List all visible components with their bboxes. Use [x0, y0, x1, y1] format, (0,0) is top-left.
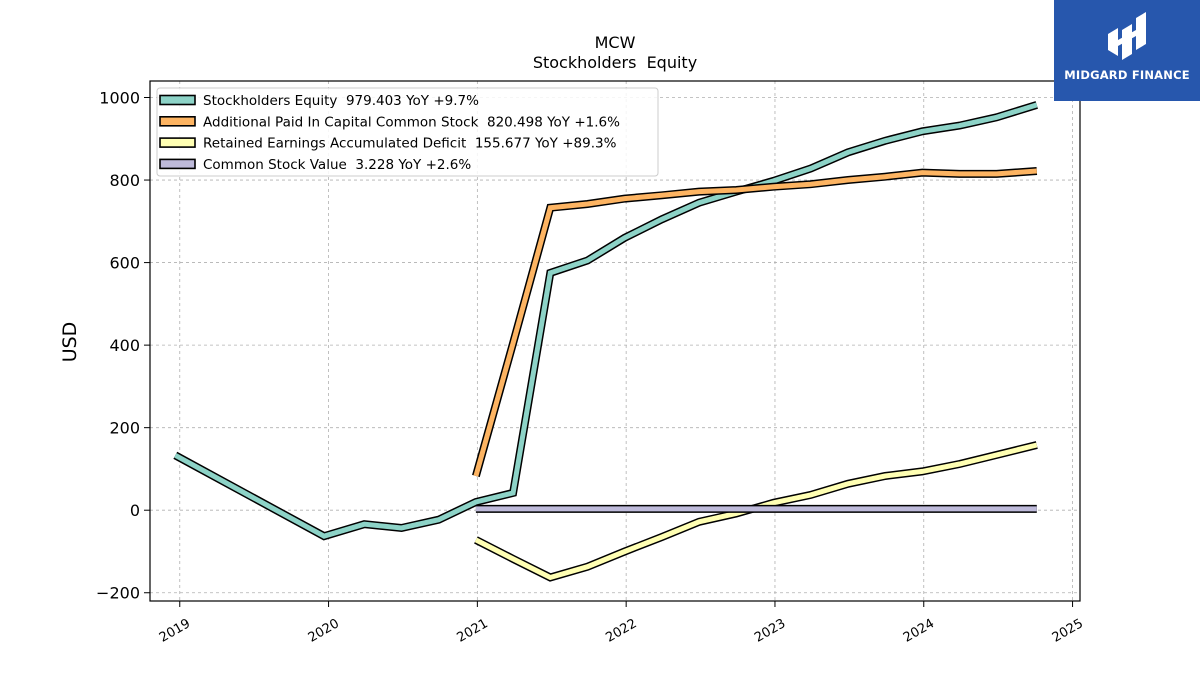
y-tick-label: −200 [96, 584, 140, 603]
y-tick-label: 400 [109, 336, 140, 355]
chart-subtitle: Stockholders Equity [533, 53, 697, 72]
legend-entry: Additional Paid In Capital Common Stock … [203, 114, 620, 130]
legend-swatch [159, 116, 196, 127]
y-tick-label: 600 [109, 254, 140, 273]
y-tick-label: 200 [109, 419, 140, 438]
legend-entry: Retained Earnings Accumulated Deficit 15… [203, 136, 617, 152]
series-line-outline [472, 167, 1038, 478]
chart-title: MCW [595, 33, 636, 52]
x-tick-label: 2025 [1050, 616, 1086, 646]
series-line [174, 102, 1038, 539]
logo-mark-icon [1108, 12, 1146, 60]
logo-brand-text: MIDGARD FINANCE [1064, 68, 1190, 82]
series-line [473, 168, 1037, 477]
legend-swatch [159, 137, 196, 148]
x-tick-label: 2022 [603, 616, 639, 646]
series-layer [173, 101, 1038, 582]
x-tick-label: 2019 [157, 616, 193, 646]
legend: Stockholders Equity 979.403 YoY +9.7% Add… [156, 87, 659, 177]
axes: −200 0 200 400 600 800 1000 2019 2020 2021 2022 202… [96, 89, 1086, 646]
x-tick-label: 2023 [752, 616, 788, 646]
y-tick-label: 800 [109, 171, 140, 190]
legend-swatch [159, 158, 196, 170]
y-tick-label: 0 [130, 501, 140, 520]
legend-swatch [159, 94, 196, 106]
y-axis-label: USD [59, 322, 81, 363]
legend-box [156, 87, 659, 177]
plot-area-frame [149, 80, 1081, 602]
legend-entry: Stockholders Equity 979.403 YoY +9.7% [203, 93, 479, 109]
x-tick-label: 2020 [306, 616, 342, 646]
midgard-finance-logo: MIDGARD FINANCE [1054, 0, 1200, 101]
y-tick-label: 1000 [99, 89, 140, 108]
x-tick-label: 2024 [901, 616, 937, 646]
x-tick-label: 2021 [455, 616, 491, 646]
legend-entry: Common Stock Value 3.228 YoY +2.6% [203, 157, 471, 173]
